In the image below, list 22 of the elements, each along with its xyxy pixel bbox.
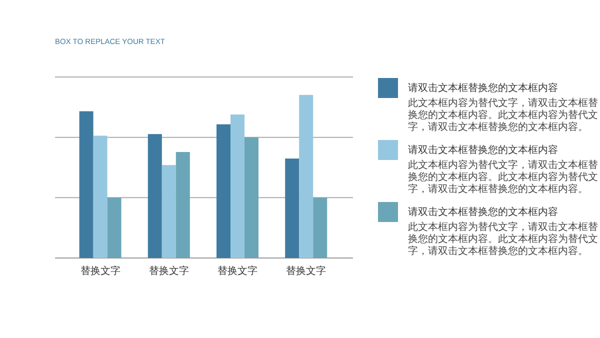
- bar: [79, 111, 94, 258]
- x-tick-label: 替换文字: [80, 265, 120, 277]
- bar: [230, 114, 244, 258]
- bar: [176, 152, 190, 258]
- legend-label: 请双击文本框替换您的文本框内容: [408, 82, 558, 95]
- bar: [107, 198, 122, 258]
- x-tick-label: 替换文字: [218, 265, 258, 277]
- text: 此文本框内容为替代文字，请双击文本框替换您的文本框内容。此文本框内容为替代文字，请双击文本框替换您的文本框内容。: [408, 160, 598, 196]
- x-tick-label: 替换文字: [286, 265, 326, 277]
- bar: [299, 94, 314, 258]
- x-tick-label: 替换文字: [148, 265, 189, 277]
- text: 此文本框内容为替代文字，请双击文本框替换您的文本框内容。此文本框内容为替代文字，请双击文本框替换您的文本框内容。: [408, 222, 598, 258]
- bar: [313, 198, 328, 258]
- legend-label: 请双击文本框替换您的文本框内容: [408, 144, 558, 157]
- bar: [162, 165, 176, 258]
- bar: [285, 158, 300, 258]
- bar: [244, 137, 258, 258]
- bar: [148, 134, 162, 258]
- text: 此文本框内容为替代文字，请双击文本框替换您的文本框内容。此文本框内容为替代文字，请双击文本框替换您的文本框内容。: [408, 98, 598, 134]
- bar: [93, 136, 108, 258]
- bar: [216, 124, 230, 258]
- legend-label: 请双击文本框替换您的文本框内容: [408, 206, 558, 219]
